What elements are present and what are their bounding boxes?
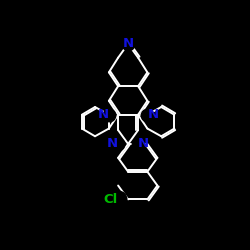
Text: Cl: Cl <box>104 193 118 206</box>
Text: N: N <box>138 138 149 150</box>
Text: N: N <box>148 108 158 121</box>
Text: N: N <box>98 108 109 121</box>
Text: N: N <box>107 138 118 150</box>
Text: N: N <box>122 37 134 50</box>
